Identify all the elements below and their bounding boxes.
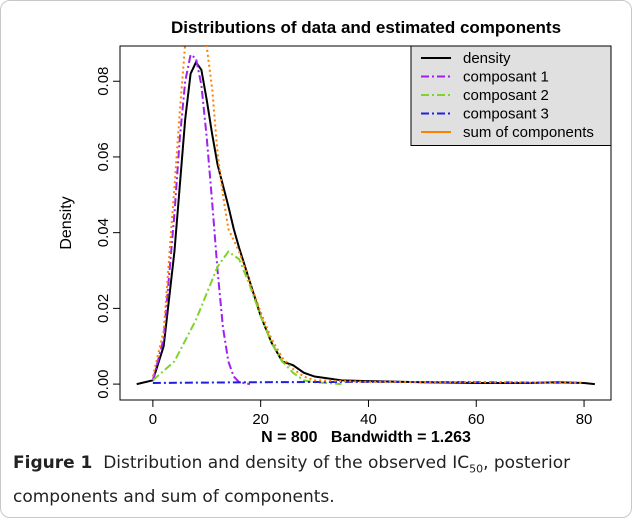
x-tick-label: 0 bbox=[149, 411, 157, 428]
plot-area bbox=[136, 46, 595, 386]
legend-label: composant 3 bbox=[463, 106, 549, 123]
x-tick-label: 40 bbox=[360, 411, 377, 428]
chart: Distributions of data and estimated comp… bbox=[58, 18, 612, 446]
legend-label: composant 2 bbox=[463, 87, 549, 104]
legend-label: composant 1 bbox=[463, 69, 549, 86]
x-axis-label: N = 800 Bandwidth = 1.263 bbox=[261, 429, 471, 446]
x-tick-label: 20 bbox=[252, 411, 269, 428]
line bbox=[152, 380, 585, 384]
line bbox=[151, 53, 251, 386]
line bbox=[151, 46, 585, 384]
caption-text: , posterior components and sum of compon… bbox=[13, 453, 571, 508]
x-tick-label: 60 bbox=[468, 411, 485, 428]
legend-label: sum of components bbox=[463, 124, 594, 141]
caption-text: Distribution and density of the observed… bbox=[103, 453, 470, 473]
caption-subscript: 50 bbox=[469, 462, 484, 476]
x-tick-label: 80 bbox=[576, 411, 593, 428]
y-tick-label: 0.06 bbox=[95, 142, 112, 171]
y-tick-label: 0.08 bbox=[95, 67, 112, 96]
legend-label: density bbox=[463, 50, 511, 67]
chart-title: Distributions of data and estimated comp… bbox=[171, 18, 561, 37]
line bbox=[152, 250, 342, 386]
y-axis-label: Density bbox=[58, 196, 75, 249]
caption-label: Figure 1 bbox=[13, 453, 93, 473]
y-tick-label: 0.04 bbox=[95, 218, 112, 247]
y-tick-label: 0.02 bbox=[95, 294, 112, 323]
caption: Figure 1 Distribution and density of the… bbox=[13, 449, 613, 511]
y-tick-label: 0.00 bbox=[95, 369, 112, 398]
